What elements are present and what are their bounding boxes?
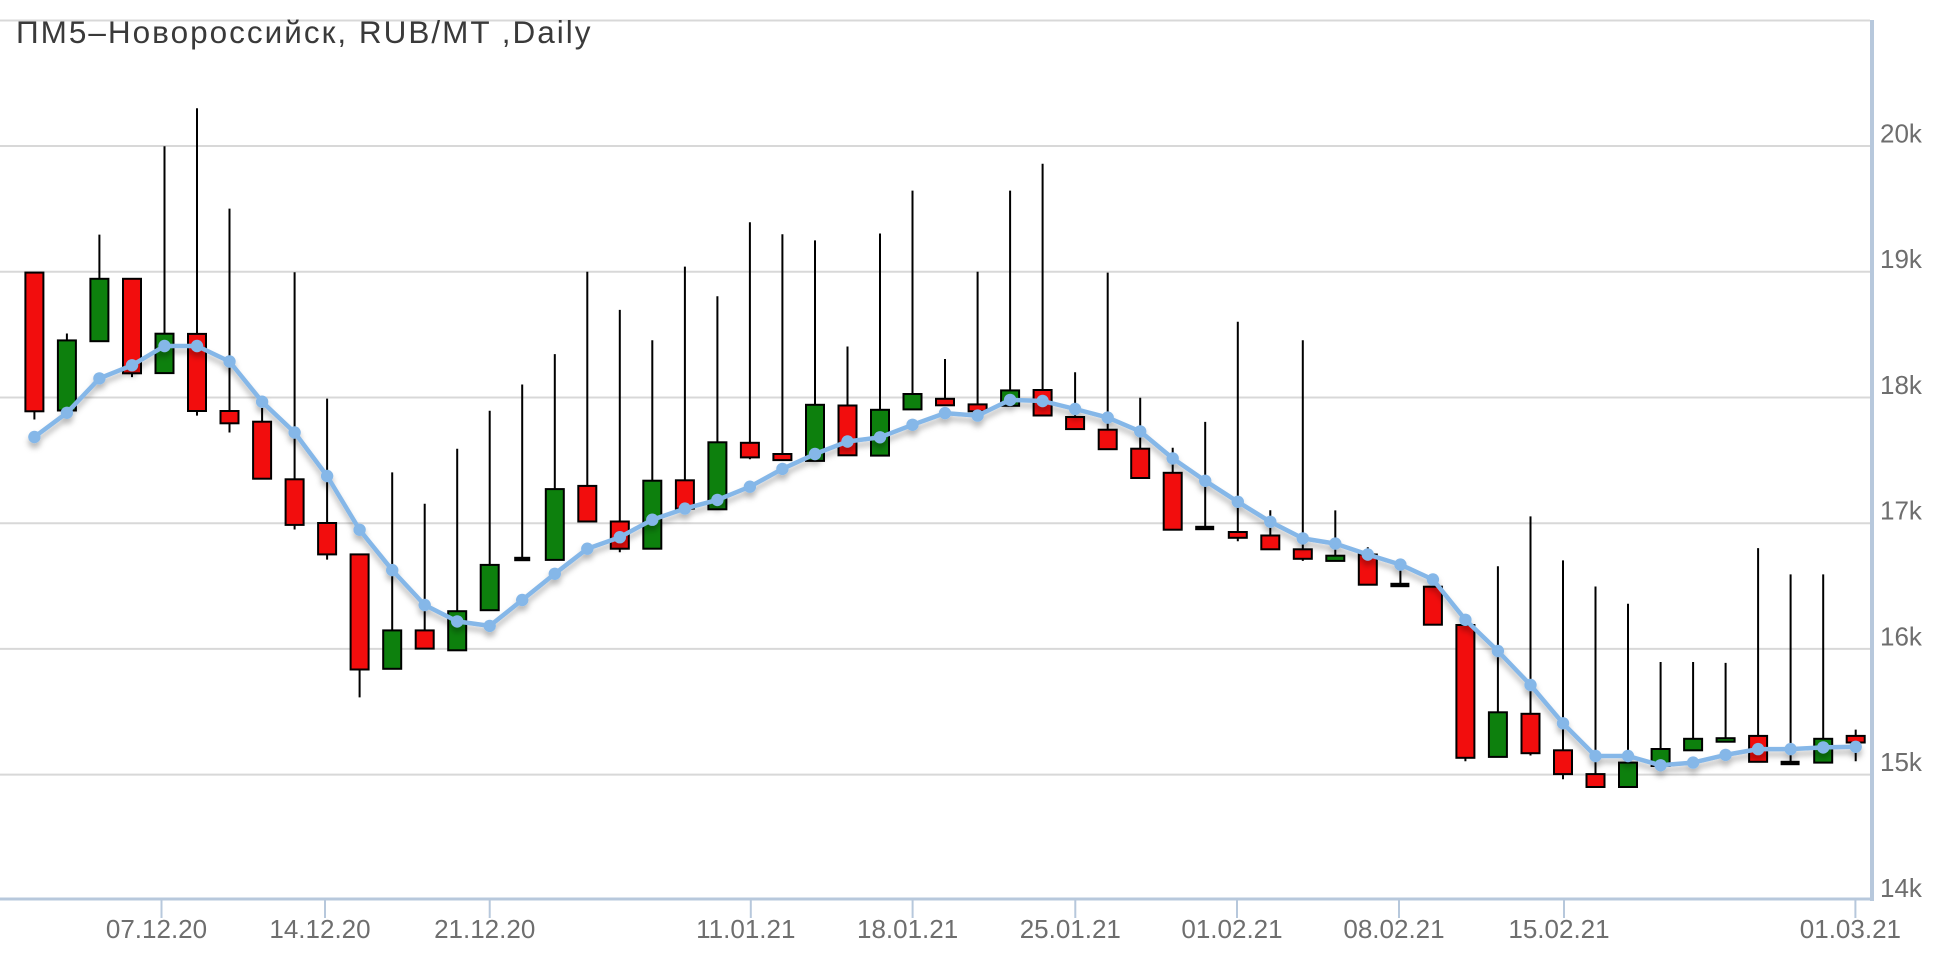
- svg-text:15.02.21: 15.02.21: [1508, 914, 1609, 944]
- svg-text:19k: 19k: [1880, 244, 1923, 274]
- svg-text:01.03.21: 01.03.21: [1800, 914, 1901, 944]
- svg-text:21.12.20: 21.12.20: [434, 914, 535, 944]
- svg-text:07.12.20: 07.12.20: [106, 914, 207, 944]
- svg-text:01.02.21: 01.02.21: [1181, 914, 1282, 944]
- svg-text:14.12.20: 14.12.20: [269, 914, 370, 944]
- svg-text:20k: 20k: [1880, 119, 1923, 149]
- svg-text:25.01.21: 25.01.21: [1020, 914, 1121, 944]
- svg-text:ПМ5–Новороссийск, RUB/MT ,Dail: ПМ5–Новороссийск, RUB/MT ,Daily: [16, 14, 593, 50]
- svg-text:18k: 18k: [1880, 370, 1923, 400]
- svg-text:08.02.21: 08.02.21: [1343, 914, 1444, 944]
- svg-text:16k: 16k: [1880, 621, 1923, 651]
- svg-text:11.01.21: 11.01.21: [696, 914, 795, 944]
- svg-text:14k: 14k: [1880, 873, 1923, 903]
- svg-text:15k: 15k: [1880, 747, 1923, 777]
- svg-text:17k: 17k: [1880, 496, 1923, 526]
- svg-text:18.01.21: 18.01.21: [857, 914, 958, 944]
